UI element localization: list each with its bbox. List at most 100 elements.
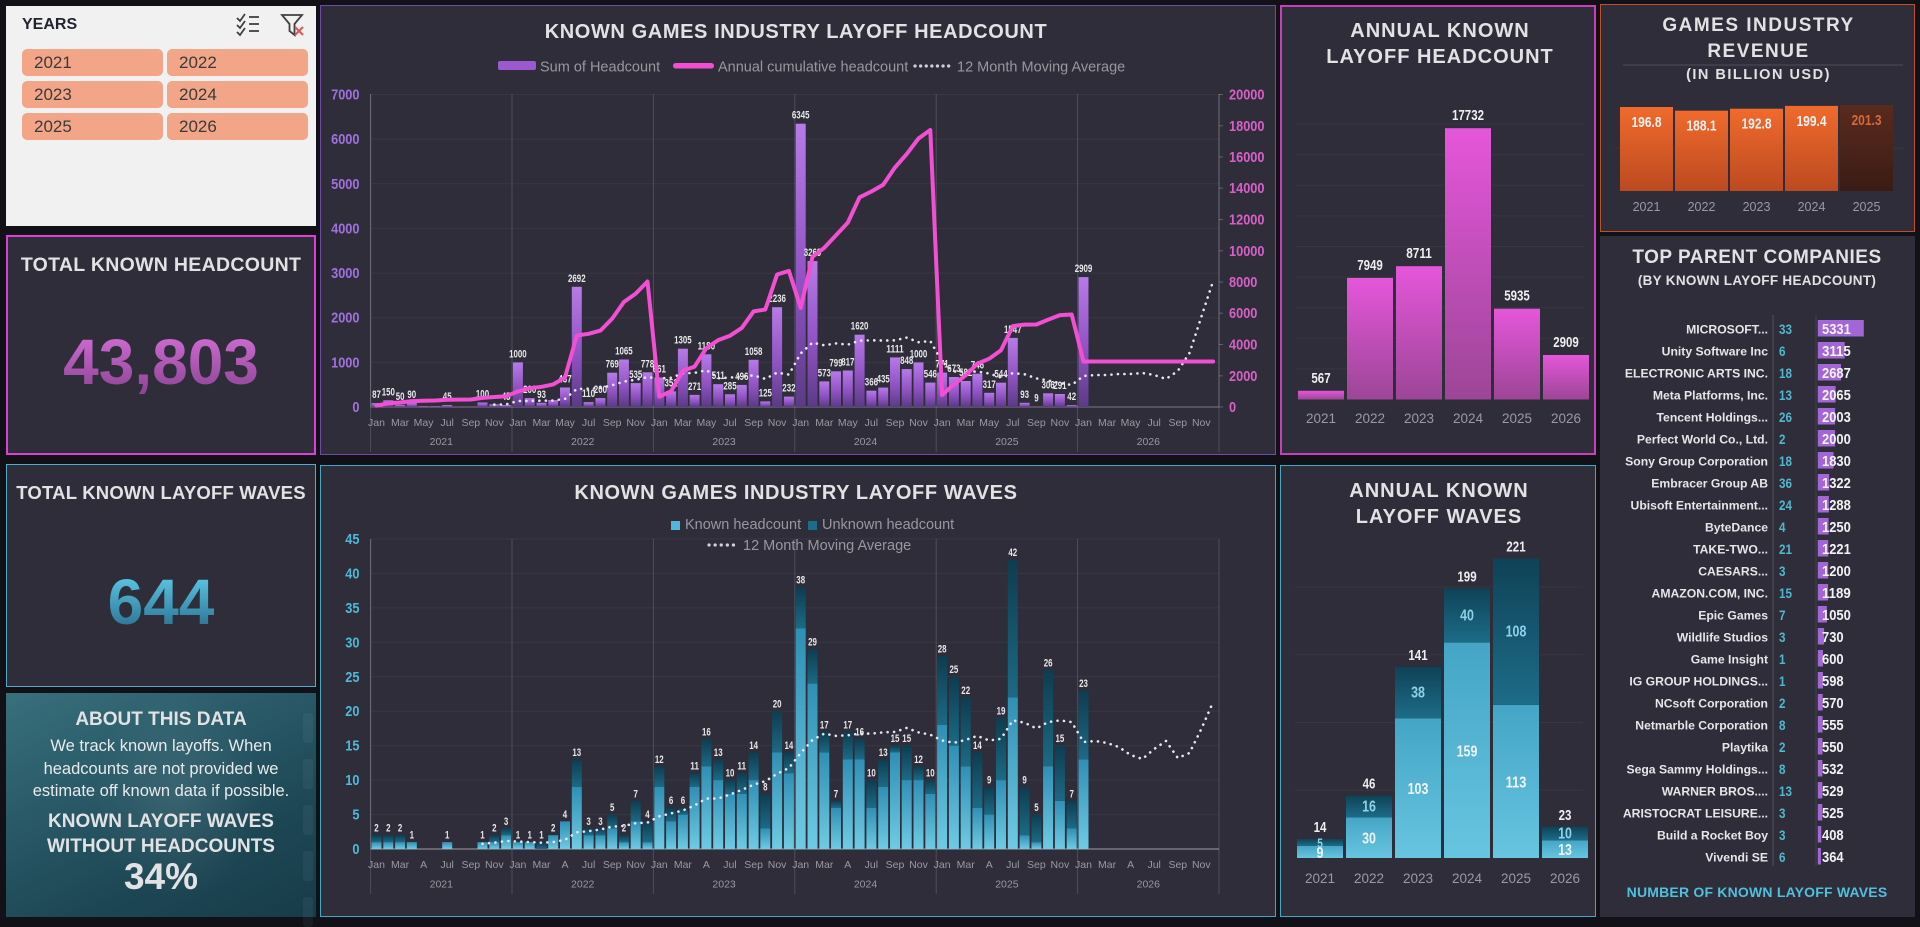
svg-text:Tencent Holdings...: Tencent Holdings... [1657, 411, 1769, 425]
svg-text:10: 10 [1558, 826, 1572, 843]
svg-text:42: 42 [1008, 547, 1017, 559]
svg-text:Ubisoft Entertainment...: Ubisoft Entertainment... [1631, 499, 1768, 513]
svg-text:2: 2 [1779, 695, 1786, 711]
svg-text:Nov: Nov [909, 417, 928, 429]
svg-text:Unknown headcount: Unknown headcount [822, 517, 954, 533]
svg-text:15: 15 [1779, 585, 1792, 601]
svg-text:2021: 2021 [1305, 871, 1335, 886]
svg-text:Jan: Jan [368, 417, 385, 429]
svg-text:188.1: 188.1 [1687, 118, 1717, 135]
svg-text:Sep: Sep [886, 417, 905, 429]
svg-text:Jan: Jan [1075, 417, 1092, 429]
svg-text:600: 600 [1822, 651, 1844, 668]
svg-text:Sep: Sep [1168, 859, 1187, 871]
svg-text:Netmarble Corporation: Netmarble Corporation [1635, 719, 1768, 733]
svg-text:5935: 5935 [1504, 288, 1530, 305]
svg-text:6345: 6345 [792, 110, 810, 122]
svg-text:9: 9 [1034, 393, 1038, 405]
svg-text:364: 364 [1822, 849, 1844, 866]
svg-text:15: 15 [1056, 733, 1065, 745]
svg-text:Mar: Mar [674, 859, 693, 871]
svg-text:23: 23 [1559, 807, 1572, 824]
svg-text:12000: 12000 [1229, 212, 1265, 229]
svg-text:93: 93 [1020, 389, 1029, 401]
svg-text:12 Month Moving Average: 12 Month Moving Average [957, 60, 1125, 76]
svg-text:17732: 17732 [1452, 107, 1484, 124]
svg-text:May: May [414, 417, 435, 429]
svg-text:1305: 1305 [674, 335, 692, 347]
svg-text:Sep: Sep [461, 417, 480, 429]
svg-text:2: 2 [386, 823, 390, 835]
svg-text:A: A [703, 859, 710, 871]
svg-text:2003: 2003 [1822, 409, 1851, 426]
svg-text:9: 9 [987, 775, 991, 787]
svg-text:45: 45 [345, 531, 359, 548]
svg-text:Embracer Group AB: Embracer Group AB [1651, 477, 1768, 491]
svg-text:3: 3 [1779, 805, 1786, 821]
svg-text:5331: 5331 [1822, 321, 1851, 338]
svg-text:Nov: Nov [485, 417, 504, 429]
svg-text:2022: 2022 [571, 879, 595, 891]
svg-text:1288: 1288 [1822, 497, 1851, 514]
svg-text:Jan: Jan [934, 417, 951, 429]
svg-text:3: 3 [1779, 629, 1786, 645]
svg-text:ELECTRONIC ARTS INC.: ELECTRONIC ARTS INC. [1625, 367, 1768, 381]
svg-text:Nov: Nov [626, 859, 645, 871]
svg-text:2024: 2024 [1453, 411, 1484, 426]
svg-text:1620: 1620 [851, 321, 869, 333]
svg-text:1000: 1000 [910, 348, 928, 360]
svg-text:1065: 1065 [615, 346, 633, 358]
svg-text:196.8: 196.8 [1632, 114, 1662, 131]
svg-text:2000: 2000 [1822, 431, 1851, 448]
svg-text:Mar: Mar [391, 859, 410, 871]
svg-text:2021: 2021 [1633, 200, 1661, 214]
svg-text:Jan: Jan [509, 417, 526, 429]
svg-text:Jul: Jul [582, 417, 595, 429]
svg-text:532: 532 [1822, 761, 1844, 778]
svg-text:Mar: Mar [674, 417, 693, 429]
svg-text:11: 11 [690, 761, 699, 773]
svg-text:18: 18 [1779, 365, 1792, 381]
svg-text:7000: 7000 [331, 87, 359, 104]
svg-text:570: 570 [1822, 695, 1844, 712]
svg-text:1830: 1830 [1822, 453, 1851, 470]
svg-text:4000: 4000 [1229, 337, 1257, 354]
svg-text:25: 25 [950, 664, 959, 676]
svg-text:AMAZON.COM, INC.: AMAZON.COM, INC. [1652, 587, 1768, 601]
svg-text:Jan: Jan [509, 859, 526, 871]
svg-text:13: 13 [1779, 387, 1792, 403]
svg-text:33: 33 [1779, 321, 1792, 337]
svg-text:2025: 2025 [1853, 200, 1881, 214]
svg-text:7: 7 [1070, 788, 1074, 800]
svg-text:2: 2 [551, 823, 555, 835]
svg-text:2021: 2021 [430, 436, 454, 448]
svg-text:1: 1 [410, 830, 414, 842]
svg-text:Jul: Jul [723, 859, 736, 871]
svg-text:87: 87 [372, 389, 381, 401]
svg-text:150: 150 [382, 386, 395, 398]
svg-text:Jul: Jul [1147, 417, 1160, 429]
svg-text:15: 15 [891, 733, 900, 745]
svg-text:13: 13 [572, 747, 581, 759]
svg-text:271: 271 [688, 381, 701, 393]
svg-text:26: 26 [1779, 409, 1792, 425]
svg-text:14: 14 [1314, 819, 1327, 836]
svg-text:Jan: Jan [651, 417, 668, 429]
svg-text:1: 1 [516, 830, 520, 842]
svg-text:Sep: Sep [603, 859, 622, 871]
svg-text:0: 0 [352, 841, 359, 858]
svg-text:18000: 18000 [1229, 118, 1265, 135]
svg-text:3: 3 [1779, 563, 1786, 579]
svg-text:550: 550 [1822, 739, 1844, 756]
svg-text:Jan: Jan [792, 859, 809, 871]
svg-text:Jul: Jul [1006, 417, 1019, 429]
svg-text:16: 16 [702, 726, 711, 738]
svg-text:Nov: Nov [768, 859, 787, 871]
svg-text:A: A [420, 859, 427, 871]
svg-text:1: 1 [539, 830, 543, 842]
svg-text:13: 13 [1779, 783, 1792, 799]
svg-text:17: 17 [843, 719, 852, 731]
svg-text:6000: 6000 [1229, 305, 1257, 322]
svg-text:NCsoft Corporation: NCsoft Corporation [1655, 697, 1768, 711]
svg-text:Epic Games: Epic Games [1698, 609, 1768, 623]
